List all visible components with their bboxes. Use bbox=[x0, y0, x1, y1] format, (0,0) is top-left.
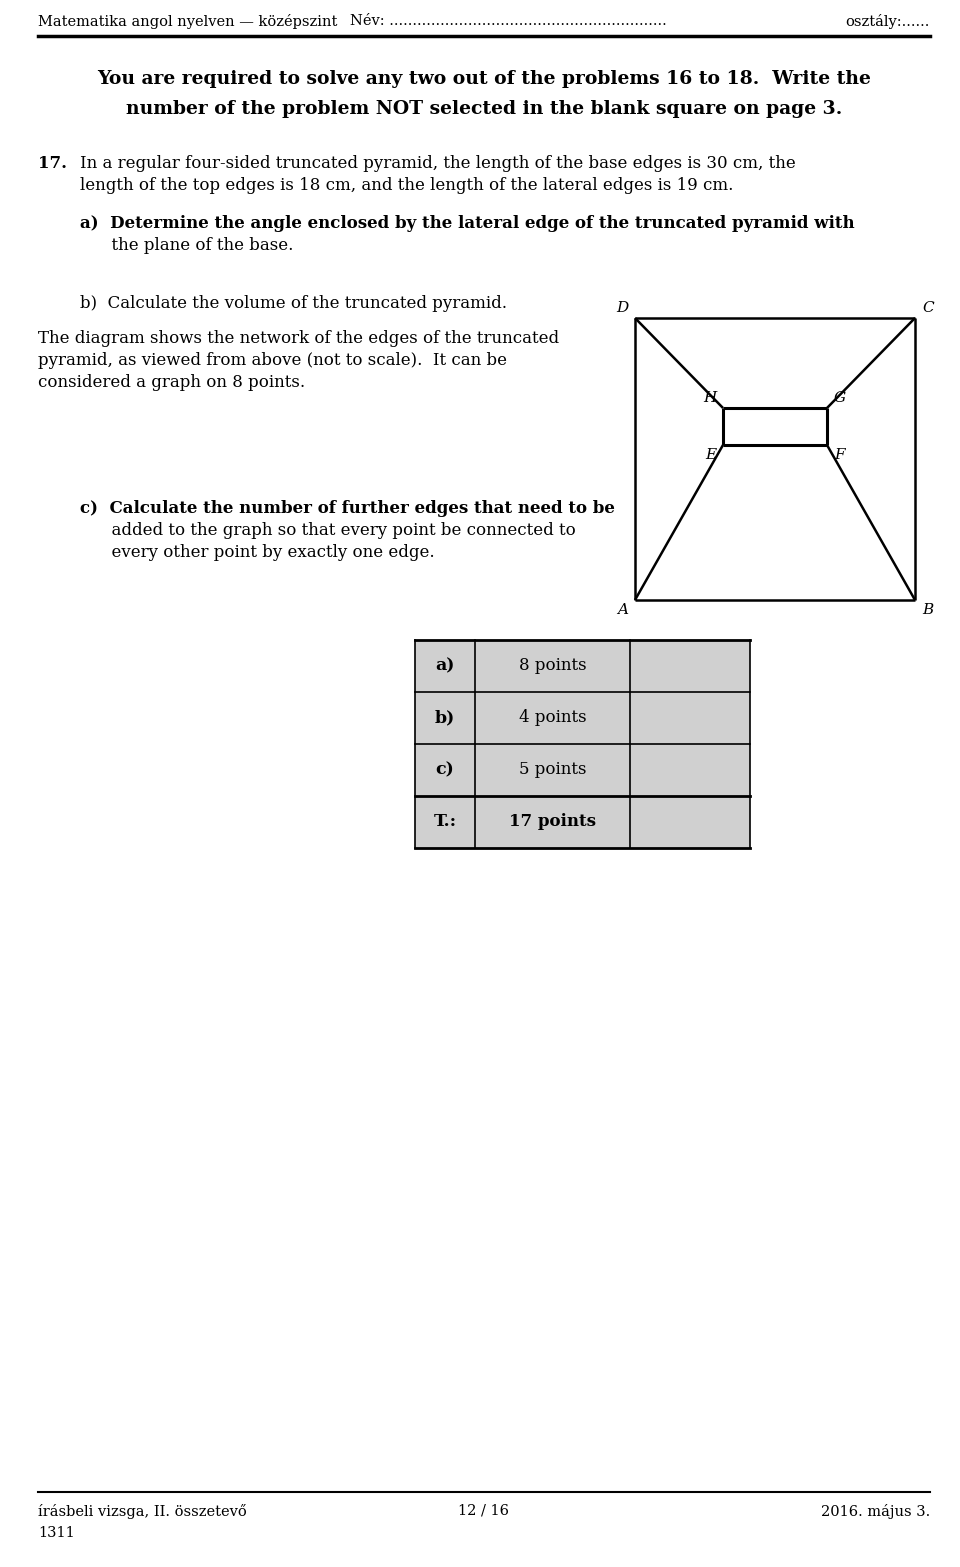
Text: considered a graph on 8 points.: considered a graph on 8 points. bbox=[38, 375, 305, 392]
Text: 17 points: 17 points bbox=[509, 813, 596, 831]
Text: The diagram shows the network of the edges of the truncated: The diagram shows the network of the edg… bbox=[38, 331, 559, 346]
Text: 17.: 17. bbox=[38, 155, 67, 172]
Text: B: B bbox=[922, 603, 933, 617]
Text: 12 / 16: 12 / 16 bbox=[459, 1504, 510, 1518]
Text: Matematika angol nyelven — középszint: Matematika angol nyelven — középszint bbox=[38, 14, 337, 30]
Text: 1311: 1311 bbox=[38, 1526, 75, 1540]
Text: c)  Calculate the number of further edges that need to be: c) Calculate the number of further edges… bbox=[80, 500, 614, 517]
Bar bbox=[415, 693, 475, 744]
Text: the plane of the base.: the plane of the base. bbox=[80, 237, 294, 254]
Bar bbox=[415, 639, 475, 693]
Bar bbox=[630, 693, 750, 744]
Text: G: G bbox=[834, 392, 846, 404]
Bar bbox=[415, 796, 475, 848]
Text: osztály:......: osztály:...... bbox=[846, 14, 930, 30]
Text: C: C bbox=[922, 301, 934, 315]
Text: c): c) bbox=[436, 762, 454, 779]
Text: every other point by exactly one edge.: every other point by exactly one edge. bbox=[80, 544, 435, 561]
Text: 8 points: 8 points bbox=[518, 658, 587, 674]
Text: írásbeli vizsga, II. összetevő: írásbeli vizsga, II. összetevő bbox=[38, 1504, 247, 1518]
Bar bbox=[475, 796, 630, 848]
Bar bbox=[630, 744, 750, 796]
Text: length of the top edges is 18 cm, and the length of the lateral edges is 19 cm.: length of the top edges is 18 cm, and th… bbox=[80, 177, 733, 194]
Text: number of the problem NOT selected in the blank square on page 3.: number of the problem NOT selected in th… bbox=[126, 100, 842, 118]
Text: F: F bbox=[834, 448, 845, 462]
Text: Név: ............................................................: Név: ...................................… bbox=[350, 14, 667, 28]
Bar bbox=[630, 639, 750, 693]
Text: You are required to solve any two out of the problems 16 to 18.  Write the: You are required to solve any two out of… bbox=[97, 71, 871, 88]
Text: In a regular four-sided truncated pyramid, the length of the base edges is 30 cm: In a regular four-sided truncated pyrami… bbox=[80, 155, 796, 172]
Text: b): b) bbox=[435, 710, 455, 727]
Text: 5 points: 5 points bbox=[518, 762, 587, 779]
Bar bbox=[630, 796, 750, 848]
Bar bbox=[475, 744, 630, 796]
Text: D: D bbox=[615, 301, 628, 315]
Text: a): a) bbox=[435, 658, 455, 674]
Text: pyramid, as viewed from above (not to scale).  It can be: pyramid, as viewed from above (not to sc… bbox=[38, 353, 507, 368]
Bar bbox=[475, 639, 630, 693]
Text: 2016. május 3.: 2016. május 3. bbox=[821, 1504, 930, 1518]
Text: E: E bbox=[705, 448, 716, 462]
Text: b)  Calculate the volume of the truncated pyramid.: b) Calculate the volume of the truncated… bbox=[80, 295, 507, 312]
Bar bbox=[475, 693, 630, 744]
Text: 4 points: 4 points bbox=[518, 710, 587, 727]
Text: T.:: T.: bbox=[433, 813, 457, 831]
Text: A: A bbox=[617, 603, 628, 617]
Bar bbox=[415, 744, 475, 796]
Text: added to the graph so that every point be connected to: added to the graph so that every point b… bbox=[80, 522, 576, 539]
Text: H: H bbox=[703, 392, 716, 404]
Text: a)  Determine the angle enclosed by the lateral edge of the truncated pyramid wi: a) Determine the angle enclosed by the l… bbox=[80, 215, 854, 232]
